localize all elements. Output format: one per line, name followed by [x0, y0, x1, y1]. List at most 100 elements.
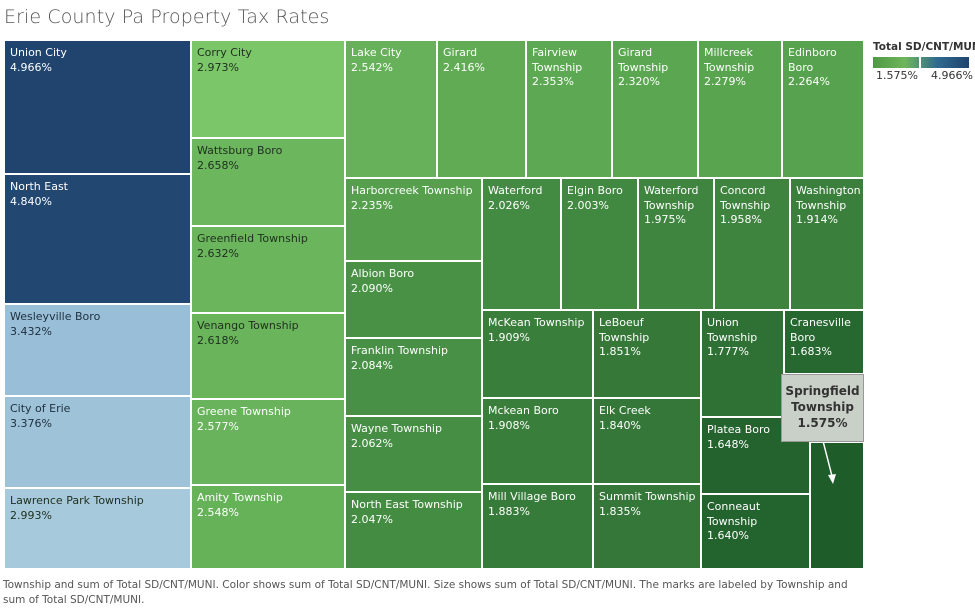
treemap-cell[interactable]: Venango Township 2.618% — [191, 313, 345, 399]
cell-name: Girard Township — [618, 46, 669, 74]
cell-name: Waterford — [488, 184, 543, 197]
cell-label: Fairview Township 2.353% — [532, 46, 608, 90]
cell-name: Wattsburg Boro — [197, 144, 283, 157]
cell-label: Mill Village Boro 1.883% — [488, 490, 589, 519]
cell-name: Millcreek Township — [704, 46, 755, 74]
cell-label: Edinboro Boro 2.264% — [788, 46, 860, 90]
treemap-cell[interactable]: Greenfield Township 2.632% — [191, 226, 345, 313]
treemap-cell[interactable]: McKean Township 1.909% — [482, 310, 593, 398]
cell-value: 2.084% — [351, 358, 393, 372]
cell-name: Venango Township — [197, 319, 299, 332]
treemap-cell[interactable]: Elgin Boro 2.003% — [561, 178, 638, 310]
treemap-cell[interactable]: Amity Township 2.548% — [191, 485, 345, 569]
cell-label: Conneaut Township 1.640% — [707, 500, 806, 544]
cell-value: 2.003% — [567, 198, 609, 212]
cell-label: North East 4.840% — [10, 180, 187, 209]
treemap-cell[interactable]: Lake City 2.542% — [345, 40, 437, 178]
cell-label: Lawrence Park Township 2.993% — [10, 494, 187, 523]
cell-label: Union City 4.966% — [10, 46, 187, 75]
treemap-cell[interactable] — [810, 442, 864, 569]
treemap-cell[interactable]: Mill Village Boro 1.883% — [482, 484, 593, 569]
cell-name: Union City — [10, 46, 67, 59]
cell-name: Girard — [443, 46, 478, 59]
treemap-cell[interactable]: North East 4.840% — [4, 174, 191, 304]
treemap-cell[interactable]: Concord Township 1.958% — [714, 178, 790, 310]
legend-min-label: 1.575% — [876, 69, 918, 82]
cell-name: McKean Township — [488, 316, 585, 329]
treemap-cell[interactable]: Cranesville Boro 1.683% — [784, 310, 864, 374]
cell-label: Concord Township 1.958% — [720, 184, 786, 228]
cell-value: 4.840% — [10, 194, 52, 208]
cell-name: Summit Township — [599, 490, 696, 503]
treemap-cell[interactable]: Washington Township 1.914% — [790, 178, 864, 310]
cell-value: 1.975% — [644, 213, 686, 226]
cell-label: LeBoeuf Township 1.851% — [599, 316, 697, 360]
cell-value: 1.648% — [707, 437, 749, 451]
treemap-cell[interactable]: Wattsburg Boro 2.658% — [191, 138, 345, 226]
chart-caption: Township and sum of Total SD/CNT/MUNI. C… — [3, 579, 848, 606]
cell-label: Albion Boro 2.090% — [351, 267, 478, 296]
cell-label: Mckean Boro 1.908% — [488, 404, 589, 433]
cell-label: North East Township 2.047% — [351, 498, 478, 527]
cell-value: 2.618% — [197, 333, 239, 347]
treemap-cell[interactable]: Waterford Township 1.975% — [638, 178, 714, 310]
color-legend: Total SD/CNT/MUNI 1.575% 4.966% — [873, 41, 975, 82]
cell-value: 2.973% — [197, 60, 239, 74]
treemap-cell[interactable]: Elk Creek 1.840% — [593, 398, 701, 484]
treemap-cell[interactable]: LeBoeuf Township 1.851% — [593, 310, 701, 398]
legend-gradient — [873, 56, 969, 69]
treemap-cell[interactable]: City of Erie 3.376% — [4, 396, 191, 488]
cell-label: Girard 2.416% — [443, 46, 522, 75]
cell-name: North East Township — [351, 498, 463, 511]
cell-value: 1.840% — [599, 418, 641, 432]
treemap-cell[interactable]: Harborcreek Township 2.235% — [345, 178, 482, 261]
cell-value: 3.376% — [10, 416, 52, 430]
cell-label: Union Township 1.777% — [707, 316, 780, 360]
treemap-cell[interactable]: Albion Boro 2.090% — [345, 261, 482, 338]
treemap-cell[interactable]: Girard Township 2.320% — [612, 40, 698, 178]
hover-tooltip: Springfield Township 1.575% — [781, 374, 864, 442]
treemap-cell[interactable]: Corry City 2.973% — [191, 40, 345, 138]
treemap-cell[interactable]: Mckean Boro 1.908% — [482, 398, 593, 484]
cell-value: 1.835% — [599, 504, 641, 518]
treemap-cell[interactable]: Girard 2.416% — [437, 40, 526, 178]
treemap-cell[interactable]: Fairview Township 2.353% — [526, 40, 612, 178]
treemap-cell[interactable]: Conneaut Township 1.640% — [701, 494, 810, 569]
cell-name: Elgin Boro — [567, 184, 623, 197]
cell-label: Millcreek Township 2.279% — [704, 46, 778, 90]
treemap-cell[interactable]: Greene Township 2.577% — [191, 399, 345, 485]
treemap-cell[interactable]: Union City 4.966% — [4, 40, 191, 174]
cell-name: Wesleyville Boro — [10, 310, 101, 323]
cell-label: City of Erie 3.376% — [10, 402, 187, 431]
cell-label: Waterford 2.026% — [488, 184, 557, 213]
treemap-cell[interactable]: Millcreek Township 2.279% — [698, 40, 782, 178]
cell-name: Platea Boro — [707, 423, 771, 436]
cell-value: 2.632% — [197, 246, 239, 260]
treemap-cell[interactable]: Summit Township 1.835% — [593, 484, 701, 569]
legend-title: Total SD/CNT/MUNI — [873, 41, 975, 53]
treemap-cell[interactable]: Franklin Township 2.084% — [345, 338, 482, 416]
cell-label: Summit Township 1.835% — [599, 490, 697, 519]
cell-label: Washington Township 1.914% — [796, 184, 861, 228]
cell-value: 1.683% — [790, 345, 832, 358]
cell-label: Elk Creek 1.840% — [599, 404, 697, 433]
cell-name: Franklin Township — [351, 344, 449, 357]
treemap-cell[interactable]: Lawrence Park Township 2.993% — [4, 488, 191, 569]
treemap-cell[interactable]: Edinboro Boro 2.264% — [782, 40, 864, 178]
cell-value: 1.914% — [796, 213, 838, 226]
cell-label: Harborcreek Township 2.235% — [351, 184, 478, 213]
cell-value: 1.851% — [599, 345, 641, 358]
treemap-cell[interactable]: North East Township 2.047% — [345, 492, 482, 569]
cell-value: 1.640% — [707, 529, 749, 542]
treemap-cell[interactable]: Wesleyville Boro 3.432% — [4, 304, 191, 396]
cell-label: Greenfield Township 2.632% — [197, 232, 341, 261]
cell-name: Fairview Township — [532, 46, 583, 74]
cell-name: Edinboro Boro — [788, 46, 837, 74]
treemap-cell[interactable]: Union Township 1.777% — [701, 310, 784, 417]
treemap-cell[interactable]: Wayne Township 2.062% — [345, 416, 482, 492]
cell-name: Amity Township — [197, 491, 283, 504]
treemap-cell[interactable]: Waterford 2.026% — [482, 178, 561, 310]
cell-value: 2.264% — [788, 75, 830, 88]
legend-max-label: 4.966% — [931, 69, 973, 82]
